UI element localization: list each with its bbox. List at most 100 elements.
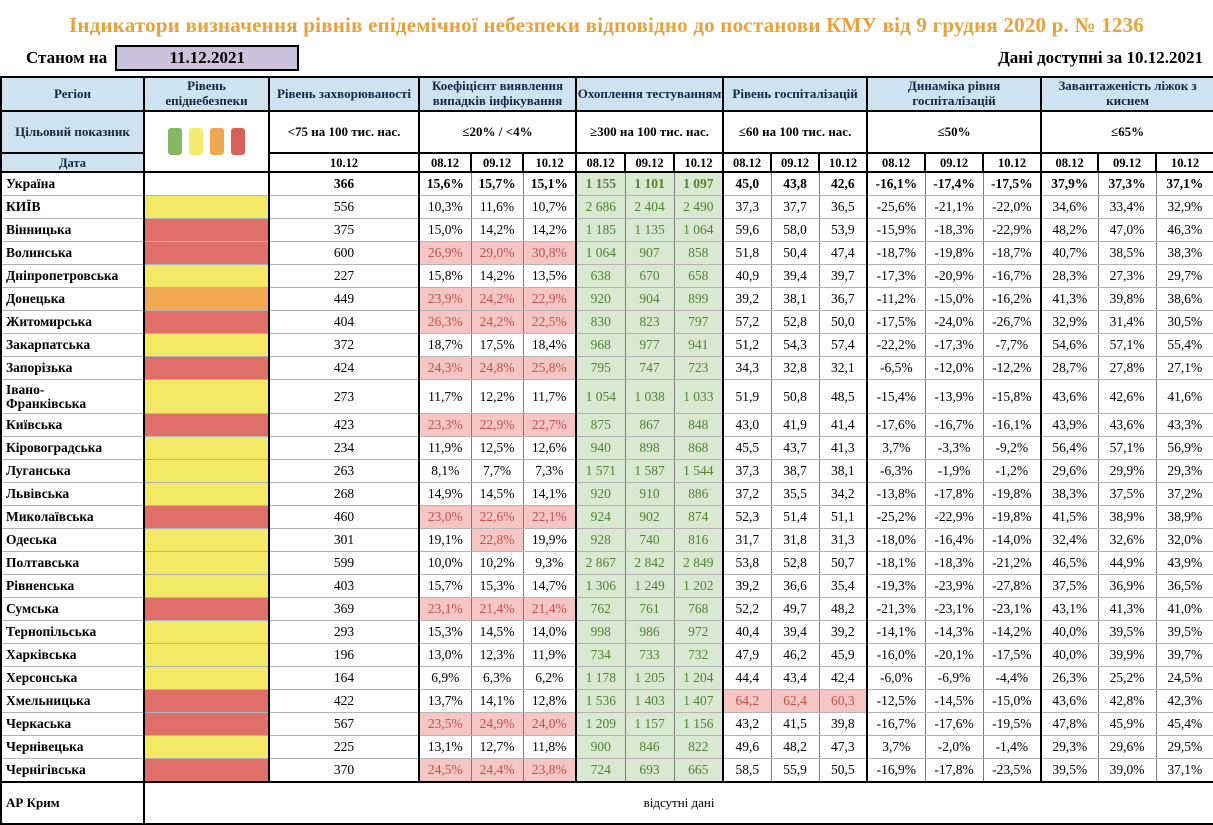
hospitalization-dynamics-cell: -7,7% <box>982 333 1043 357</box>
hospitalization-cell: 31,3 <box>818 528 869 552</box>
hospitalization-dynamics-cell: -20,1% <box>924 643 984 667</box>
testing-coverage-cell: 816 <box>673 528 725 552</box>
hospitalization-dynamics-cell: -19,5% <box>982 712 1043 736</box>
table-row-crimea: АР Крим відсутні дані <box>0 781 1213 825</box>
testing-coverage-cell: 1 185 <box>575 218 626 242</box>
hospitalization-dynamics-cell: -16,9% <box>866 758 926 783</box>
region-cell: Закарпатська <box>0 333 145 357</box>
danger-level-cell <box>143 735 270 759</box>
testing-coverage-cell: 670 <box>624 264 675 288</box>
oxygen-beds-cell: 39,0% <box>1097 758 1157 783</box>
testing-coverage-cell: 858 <box>673 241 725 265</box>
hospitalization-cell: 51,2 <box>722 333 772 357</box>
table-row: Миколаївська 460 23,0% 22,6% 22,1% 924 902 874 5… <box>0 505 1213 529</box>
testing-coverage-cell: 1 202 <box>673 574 725 598</box>
oxygen-beds-cell: 29,5% <box>1155 735 1213 759</box>
date-cell: 08.12 <box>418 152 472 173</box>
region-cell: КИЇВ <box>0 195 145 219</box>
target-row-label: Цільовий показник <box>0 110 145 154</box>
hospitalization-cell: 41,9 <box>770 413 820 437</box>
danger-level-cell <box>143 758 270 783</box>
incidence-target: <75 на 100 тис. нас. <box>268 110 420 154</box>
hospitalization-dynamics-cell: -18,3% <box>924 218 984 242</box>
hospitalization-dynamics-cell: -17,6% <box>924 712 984 736</box>
detection-coef-cell: 17,5% <box>470 333 524 357</box>
hospitalization-dynamics-cell: -16,1% <box>982 413 1043 437</box>
hospitalization-dynamics-cell: -22,9% <box>924 505 984 529</box>
date-cell: 09.12 <box>924 152 985 173</box>
hospitalization-cell: 47,4 <box>818 241 869 265</box>
hospitalization-cell: 41,4 <box>818 413 869 437</box>
hospitalization-dynamics-cell: -18,7% <box>866 241 926 265</box>
oxygen-beds-cell: 57,1% <box>1097 436 1157 460</box>
hospitalization-dynamics-cell: -3,3% <box>924 436 984 460</box>
incidence-cell: 263 <box>268 459 420 483</box>
date-cell: 10.12 <box>982 152 1043 173</box>
hospitalization-dynamics-cell: -14,1% <box>866 620 926 644</box>
table-row: Тернопільська 293 15,3% 14,5% 14,0% 998 986 972… <box>0 620 1213 644</box>
table-row: Хмельницька 422 13,7% 14,1% 12,8% 1 536 1 403 1… <box>0 689 1213 713</box>
detection-coef-cell: 14,9% <box>418 482 472 506</box>
danger-level-swatch <box>168 128 182 155</box>
hospitalization-dynamics-cell: -11,2% <box>866 287 926 311</box>
detection-coef-cell: 6,3% <box>470 666 524 690</box>
region-cell: Полтавська <box>0 551 145 575</box>
testing-coverage-cell: 941 <box>673 333 725 357</box>
hospitalization-cell: 50,5 <box>818 758 869 783</box>
hospitalization-cell: 45,5 <box>722 436 772 460</box>
testing-coverage-cell: 898 <box>624 436 675 460</box>
danger-level-swatch <box>231 128 245 155</box>
testing-coverage-cell: 2 849 <box>673 551 725 575</box>
hospitalization-dynamics-cell: -1,9% <box>924 459 984 483</box>
hospitalization-dynamics-cell: -17,3% <box>924 333 984 357</box>
testing-coverage-cell: 1 536 <box>575 689 626 713</box>
incidence-cell: 375 <box>268 218 420 242</box>
region-cell: Дніпропетровська <box>0 264 145 288</box>
no-data-cell: відсутні дані <box>143 781 1213 825</box>
date-cell: 08.12 <box>722 152 773 173</box>
testing-coverage-cell: 928 <box>575 528 626 552</box>
hospitalization-cell: 49,6 <box>722 735 772 759</box>
hospitalization-dynamics-cell: -15,0% <box>982 689 1043 713</box>
detection-coef-cell: 24,3% <box>418 356 472 380</box>
hospitalization-dynamics-cell: -19,8% <box>982 505 1043 529</box>
table-row: КИЇВ 556 10,3% 11,6% 10,7% 2 686 2 404 2 490 37,… <box>0 195 1213 219</box>
detection-coef-cell: 18,7% <box>418 333 472 357</box>
hospitalization-cell: 37,2 <box>722 482 772 506</box>
detection-coef-cell: 26,9% <box>418 241 472 265</box>
region-cell: Вінницька <box>0 218 145 242</box>
hospitalization-target: ≤60 на 100 тис. нас. <box>722 110 869 154</box>
hospitalization-dynamics-cell: -21,3% <box>866 597 926 621</box>
incidence-cell: 372 <box>268 333 420 357</box>
testing-coverage-cell: 907 <box>624 241 675 265</box>
hospitalization-cell: 34,3 <box>722 356 772 380</box>
testing-coverage-cell: 977 <box>624 333 675 357</box>
incidence-cell: 599 <box>268 551 420 575</box>
testing-coverage-cell: 867 <box>624 413 675 437</box>
hospitalization-cell: 59,6 <box>722 218 772 242</box>
danger-legend-cell <box>143 110 270 173</box>
hospitalization-dynamics-cell: -17,8% <box>924 758 984 783</box>
hospitalization-dynamics-cell: -6,9% <box>924 666 984 690</box>
header-testing-coverage: Охоплення тестуванням <box>575 76 725 112</box>
detection-coef-cell: 18,4% <box>522 333 578 357</box>
hospitalization-dynamics-cell: -17,5% <box>982 171 1043 196</box>
detection-coef-cell: 9,3% <box>522 551 578 575</box>
table-row: Кіровоградська 234 11,9% 12,5% 12,6% 940 898 86… <box>0 436 1213 460</box>
hospitalization-cell: 57,2 <box>722 310 772 334</box>
oxygen-beds-cell: 32,9% <box>1155 195 1213 219</box>
oxygen-beds-cell: 37,2% <box>1155 482 1213 506</box>
detection-coef-cell: 11,6% <box>470 195 524 219</box>
testing-coverage-cell: 658 <box>673 264 725 288</box>
date-cell: 09.12 <box>770 152 821 173</box>
testing-coverage-cell: 868 <box>673 436 725 460</box>
testing-coverage-cell: 1 054 <box>575 379 626 414</box>
oxygen-beds-cell: 43,6% <box>1097 413 1157 437</box>
region-cell: Сумська <box>0 597 145 621</box>
hospitalization-dynamics-cell: -15,0% <box>924 287 984 311</box>
testing-coverage-cell: 2 867 <box>575 551 626 575</box>
testing-coverage-cell: 693 <box>624 758 675 783</box>
danger-level-cell <box>143 643 270 667</box>
hospitalization-cell: 52,8 <box>770 551 820 575</box>
oxygen-beds-cell: 41,0% <box>1155 597 1213 621</box>
